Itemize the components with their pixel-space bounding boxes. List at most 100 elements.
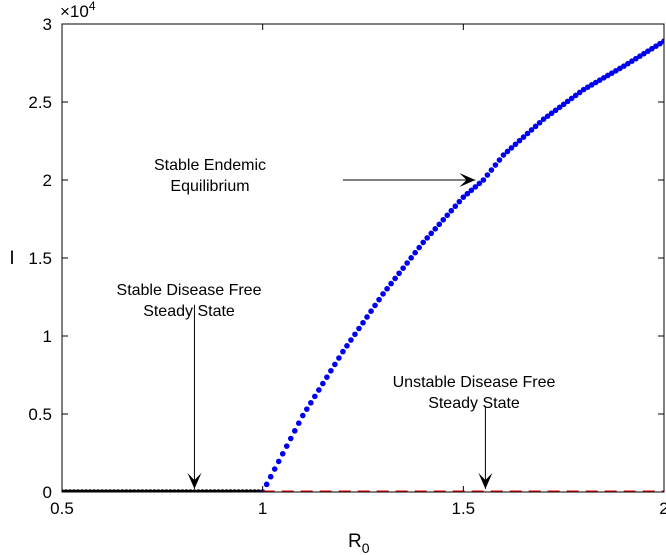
data-point [263, 481, 270, 488]
annotation-layer: Stable Endemic Equilibrium Stable Disease … [117, 157, 556, 489]
data-point [275, 458, 282, 465]
y-tick-label: 2 [43, 171, 52, 190]
data-point [508, 145, 515, 151]
series-1 [259, 38, 664, 492]
data-point [516, 137, 523, 144]
data-point [621, 63, 627, 69]
data-point [344, 343, 350, 349]
data-point [649, 45, 655, 52]
data-point [645, 48, 651, 54]
data-point [312, 393, 318, 400]
data-point [304, 406, 310, 412]
data-point [380, 291, 386, 297]
data-point [496, 157, 503, 163]
data-point [528, 127, 535, 133]
data-point [532, 123, 539, 130]
data-point [376, 296, 382, 303]
data-point [404, 260, 410, 266]
data-point [568, 95, 575, 102]
data-point [484, 172, 491, 178]
data-point [492, 162, 499, 168]
data-point [360, 319, 366, 326]
data-point [432, 226, 439, 232]
data-point [416, 244, 422, 251]
annotation-0: Stable Endemic Equilibrium [154, 157, 476, 195]
data-point [552, 107, 559, 114]
data-point [368, 308, 374, 314]
data-point [300, 412, 306, 419]
x-axis-label: R0 [348, 531, 370, 555]
data-point [328, 367, 334, 374]
series-0 [62, 489, 266, 492]
data-point [536, 119, 543, 126]
data-point [512, 141, 519, 148]
data-point [629, 58, 635, 64]
series-layer [62, 38, 664, 492]
y-tick-label: 3 [43, 15, 52, 34]
data-point [392, 275, 398, 282]
data-point [444, 212, 451, 219]
data-point [340, 348, 346, 355]
y-tick-label: 0.5 [28, 405, 52, 424]
data-point [560, 101, 567, 108]
x-tick-label: 0.5 [50, 499, 74, 518]
y-tick-label: 1 [43, 327, 52, 346]
data-point [428, 230, 435, 237]
x-tick-label: 1.5 [452, 499, 476, 518]
y-tick-label: 1.5 [28, 249, 52, 268]
data-point [452, 203, 459, 210]
data-point [412, 249, 418, 256]
data-point [456, 198, 463, 205]
data-point [308, 399, 314, 406]
data-point [625, 60, 631, 67]
annotation-text: Unstable Disease Free [393, 374, 556, 391]
annotation-arrowhead [478, 472, 493, 489]
data-point [572, 92, 579, 99]
data-point [267, 473, 274, 480]
data-point [440, 216, 447, 223]
data-point [420, 239, 427, 246]
data-point [468, 187, 475, 194]
data-point [408, 255, 414, 261]
data-point [436, 221, 443, 228]
data-point [291, 428, 298, 434]
data-point [520, 134, 527, 140]
data-point [464, 190, 471, 197]
data-point [424, 235, 431, 241]
data-point [661, 38, 664, 44]
annotation-text: Stable Disease Free [117, 282, 262, 299]
y-multiplier-exponent: 4 [89, 0, 96, 13]
data-point [271, 466, 278, 472]
x-tick-label: 2 [659, 499, 666, 518]
y-tick-label: 0 [43, 483, 52, 502]
annotation-text: Stable Endemic [154, 157, 266, 174]
data-point [544, 113, 551, 119]
data-point [641, 50, 647, 57]
data-point [556, 104, 563, 111]
data-point [448, 207, 455, 214]
data-point [540, 116, 547, 122]
annotation-1: Stable Disease Free Steady State [117, 282, 262, 489]
x-axis-label-subscript: 0 [362, 540, 370, 555]
data-point [356, 325, 362, 332]
data-point [472, 184, 479, 190]
data-point [295, 420, 302, 427]
data-point [332, 361, 338, 368]
data-point [384, 285, 390, 292]
data-point [576, 89, 583, 96]
data-point [388, 280, 394, 287]
data-point [283, 443, 290, 449]
data-point [637, 53, 643, 59]
data-point [548, 110, 555, 117]
annotation-arrowhead [459, 173, 476, 187]
data-point [348, 337, 354, 343]
data-point [460, 194, 467, 200]
data-point [316, 387, 322, 393]
data-point [564, 98, 571, 105]
data-point [476, 180, 483, 187]
annotation-2: Unstable Disease Free Steady State [393, 374, 556, 489]
data-point [488, 167, 495, 173]
annotation-text: Steady State [428, 395, 520, 412]
data-point [279, 450, 286, 457]
